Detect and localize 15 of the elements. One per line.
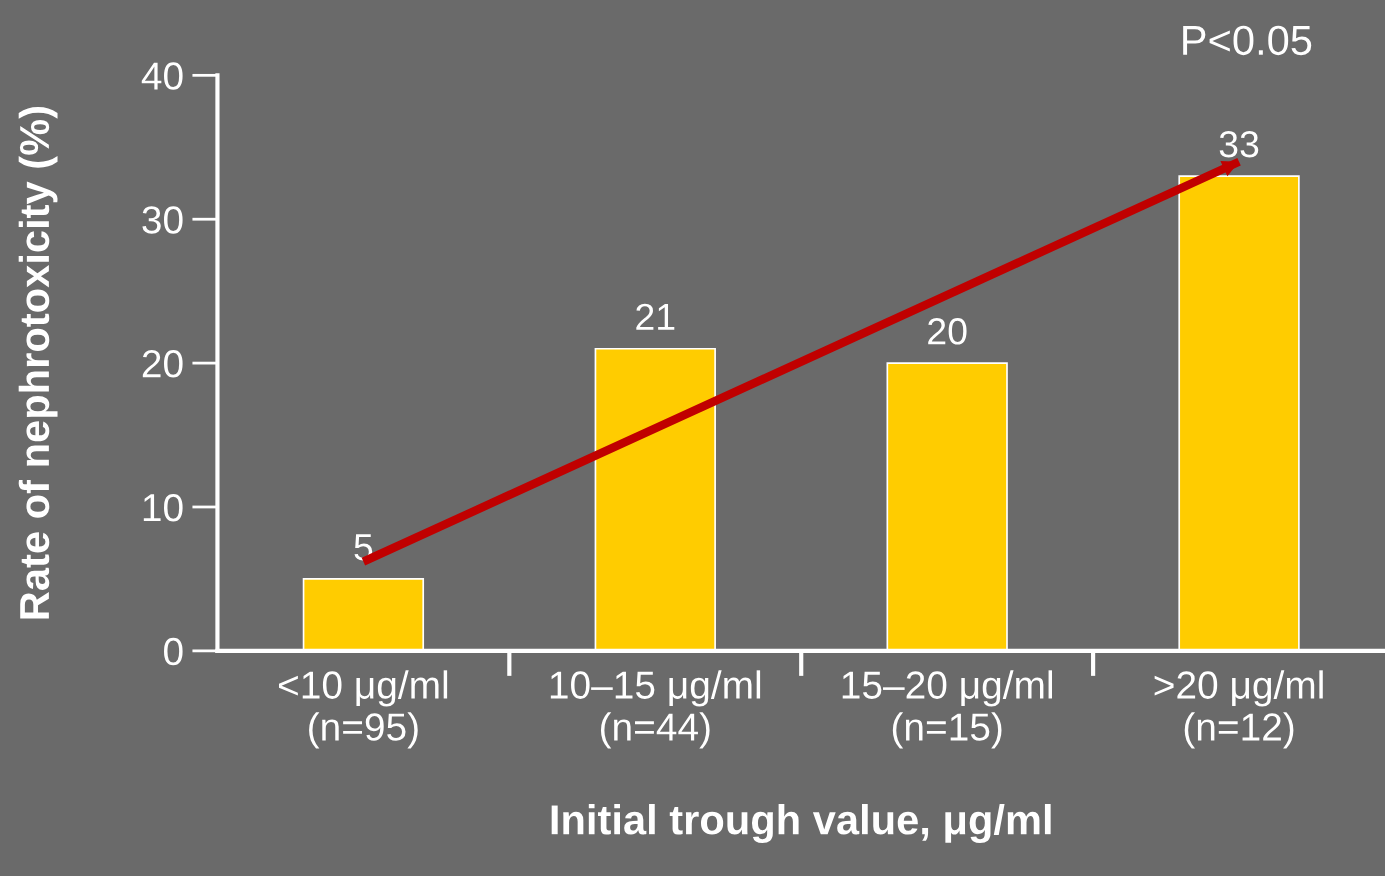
data-label: 21 (636, 303, 675, 330)
y-tick-label: 20 (142, 350, 183, 378)
data-label: 33 (1219, 130, 1259, 158)
x-tick-label: 15–20 μg/ml (n=15) (842, 670, 1052, 749)
y-axis-title: Rate of nephrotoxicity (%) (18, 107, 58, 619)
x-axis-title: Initial trough value, μg/ml (551, 804, 1051, 844)
y-tick-label: 0 (164, 637, 183, 666)
y-tick-label: 10 (143, 493, 183, 522)
x-tick-label: 10–15 μg/ml (n=44) (550, 670, 761, 749)
x-tick-label: >20 μg/ml (n=12) (1154, 670, 1323, 749)
y-tick-label: 40 (141, 62, 183, 90)
data-label: 20 (928, 318, 967, 345)
text: P<0.05 (1183, 25, 1312, 56)
x-tick-label: <10 μg/ml (n=95) (278, 670, 448, 749)
y-tick-label: 30 (142, 206, 183, 234)
